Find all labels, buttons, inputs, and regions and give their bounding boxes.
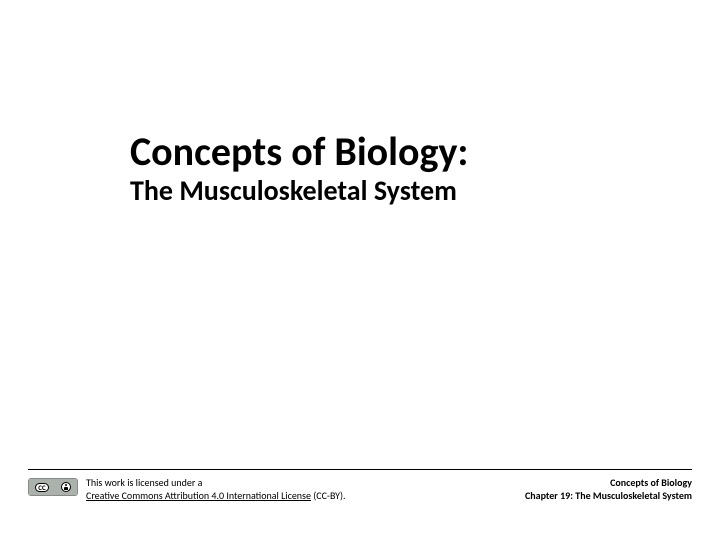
cc-by-person-icon (61, 482, 71, 492)
footer-row: CC This work is licensed under a Creativ… (28, 476, 692, 502)
cc-badge-cc-text: CC (35, 483, 48, 492)
cc-badge-icon: CC (28, 478, 78, 496)
license-prefix: This work is licensed under a (86, 476, 202, 489)
title-block: Concepts of Biology: The Musculoskeletal… (130, 130, 660, 207)
license-text: This work is licensed under a Creative C… (86, 476, 346, 502)
license-link[interactable]: Creative Commons Attribution 4.0 Interna… (86, 489, 311, 502)
attribution-line2: Chapter 19: The Musculoskeletal System (525, 489, 692, 502)
main-title: Concepts of Biology: (130, 130, 660, 174)
footer-divider (28, 469, 692, 470)
footer-right: Concepts of Biology Chapter 19: The Musc… (525, 476, 692, 502)
footer-left: CC This work is licensed under a Creativ… (28, 476, 346, 502)
footer: CC This work is licensed under a Creativ… (28, 469, 692, 502)
cc-badge-cc: CC (29, 479, 55, 495)
cc-badge-by (55, 479, 77, 495)
subtitle: The Musculoskeletal System (130, 176, 660, 207)
attribution-line1: Concepts of Biology (525, 476, 692, 489)
license-suffix: (CC-BY). (311, 489, 346, 502)
